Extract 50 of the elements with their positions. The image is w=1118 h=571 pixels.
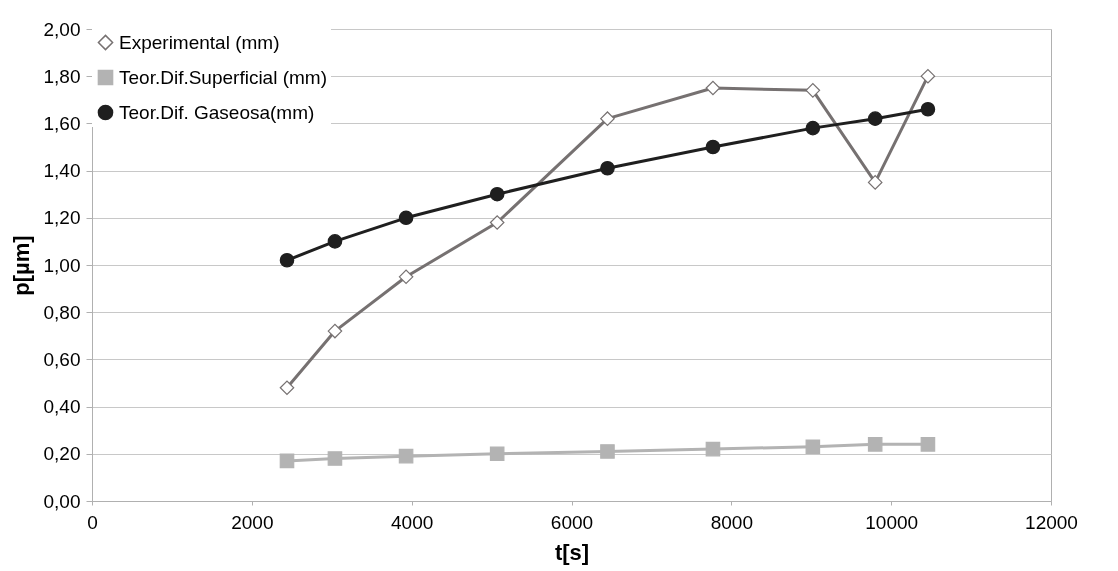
point [867, 111, 883, 126]
point [489, 446, 505, 462]
point [920, 68, 936, 84]
point [920, 437, 936, 452]
point [398, 269, 414, 285]
x-tick-label: 2000 [231, 511, 274, 533]
point [600, 444, 615, 459]
legend-label: Teor.Dif.Superficial (mm) [119, 66, 327, 88]
point [805, 83, 821, 98]
y-tick-label: 0,20 [43, 443, 81, 465]
x-tick-label: 6000 [550, 511, 594, 533]
point [867, 175, 883, 190]
point [279, 380, 295, 396]
point [705, 441, 721, 457]
y-tick-label: 1,20 [43, 207, 81, 229]
point [600, 111, 615, 126]
x-tick-label: 0 [87, 511, 98, 533]
y-tick-label: 1,80 [43, 65, 81, 87]
y-tick-label: 0,80 [43, 301, 81, 323]
point [920, 101, 936, 117]
point [489, 186, 505, 202]
y-tick-label: 1,00 [43, 254, 81, 276]
point [327, 323, 343, 339]
point [398, 448, 414, 464]
point [489, 215, 505, 230]
point [805, 439, 821, 455]
y-tick-label: 0,60 [43, 348, 81, 370]
x-axis-title: t[s] [554, 539, 590, 565]
y-tick-label: 1,40 [43, 160, 81, 182]
y-tick-label: 1,60 [43, 112, 81, 134]
legend-label: Experimental (mm) [119, 31, 280, 53]
point [600, 160, 615, 176]
legend-label: Teor.Dif. Gaseosa(mm) [119, 101, 315, 123]
y-tick-label: 0,00 [43, 490, 81, 512]
point [705, 139, 721, 155]
point [705, 80, 721, 96]
point [279, 252, 295, 268]
point [398, 210, 414, 226]
y-tick-label: 0,40 [43, 396, 81, 418]
point [279, 453, 295, 469]
point [867, 437, 883, 452]
x-tick-label: 10000 [865, 511, 919, 533]
point [805, 120, 821, 136]
point [327, 451, 343, 466]
x-tick-label: 8000 [710, 511, 753, 533]
y-tick-label: 2,00 [43, 18, 81, 40]
x-tick-label: 4000 [391, 511, 434, 533]
point [327, 234, 343, 249]
y-axis-title: p[µm] [8, 235, 34, 296]
x-tick-label: 12000 [1025, 511, 1078, 533]
